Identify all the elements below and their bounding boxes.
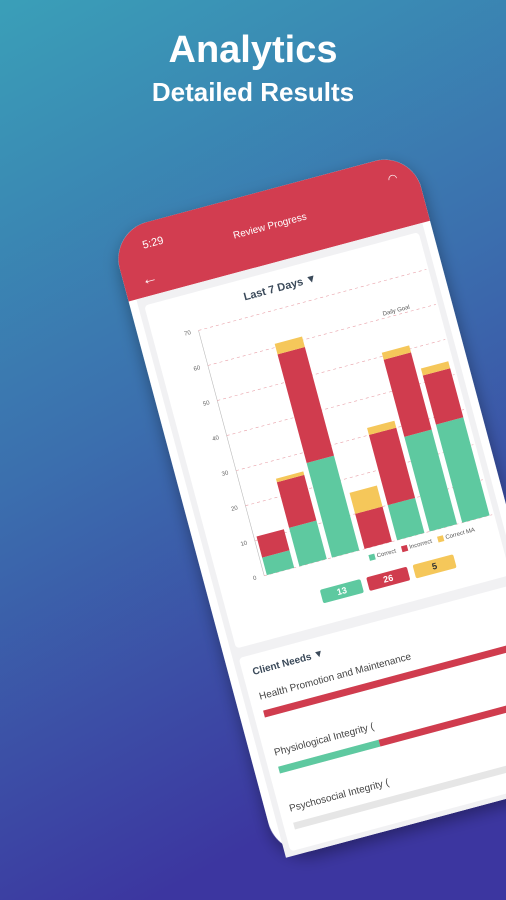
bar-segment (383, 352, 432, 437)
bar-segment (289, 520, 327, 567)
bar-segment (404, 429, 458, 532)
status-time: 5:29 (141, 235, 165, 252)
bar-segment (387, 497, 425, 541)
title: Analytics (169, 29, 338, 71)
y-tick-label: 40 (212, 435, 221, 443)
summary-value: 13 (336, 585, 348, 597)
bar-segment (277, 347, 334, 464)
summary-pill (366, 567, 410, 591)
summary-pill (320, 579, 364, 603)
bar-segment (276, 474, 317, 528)
legend-swatch (368, 553, 376, 561)
y-tick-label: 50 (202, 400, 211, 408)
bar-segment (274, 336, 305, 355)
nav-bar (118, 159, 431, 302)
y-tick-label: 60 (193, 365, 202, 373)
bar-segment (420, 361, 451, 376)
bar-segment (256, 529, 290, 558)
bar-segment (435, 417, 490, 523)
need-correct (278, 739, 381, 774)
bar-segment (275, 471, 305, 483)
bar-segment (306, 455, 360, 558)
y-tick-label: 0 (253, 575, 258, 582)
y-axis (198, 330, 265, 576)
legend-label: Correct (376, 548, 397, 559)
summary-value: 5 (431, 561, 438, 572)
bar-segment (381, 345, 412, 360)
summary-pill (412, 554, 457, 579)
y-tick-label: 70 (184, 330, 193, 338)
bar-segment (355, 506, 392, 549)
subtitle: Detailed Results (152, 77, 354, 107)
legend-swatch (400, 544, 409, 553)
y-tick-label: 30 (221, 470, 230, 478)
y-tick-label: 20 (231, 505, 240, 513)
need-incorrect (378, 699, 506, 747)
y-tick-label: 10 (240, 540, 249, 548)
bar-segment (262, 550, 295, 576)
legend-label: Incorrect (409, 539, 433, 551)
need-incorrect (263, 643, 506, 718)
bar-segment (349, 485, 383, 514)
wifi-icon: ◠ (387, 172, 399, 186)
need-track (293, 755, 506, 830)
bar-segment (422, 368, 464, 425)
phone: 5:29 ◠ Review Progress ← Last 7 Days ▼ D… (118, 159, 506, 858)
summary-value: 26 (382, 573, 394, 585)
bar-segment (368, 427, 416, 506)
bar-segment (367, 420, 397, 436)
legend-swatch (437, 535, 445, 543)
back-button[interactable]: ← (140, 269, 160, 290)
